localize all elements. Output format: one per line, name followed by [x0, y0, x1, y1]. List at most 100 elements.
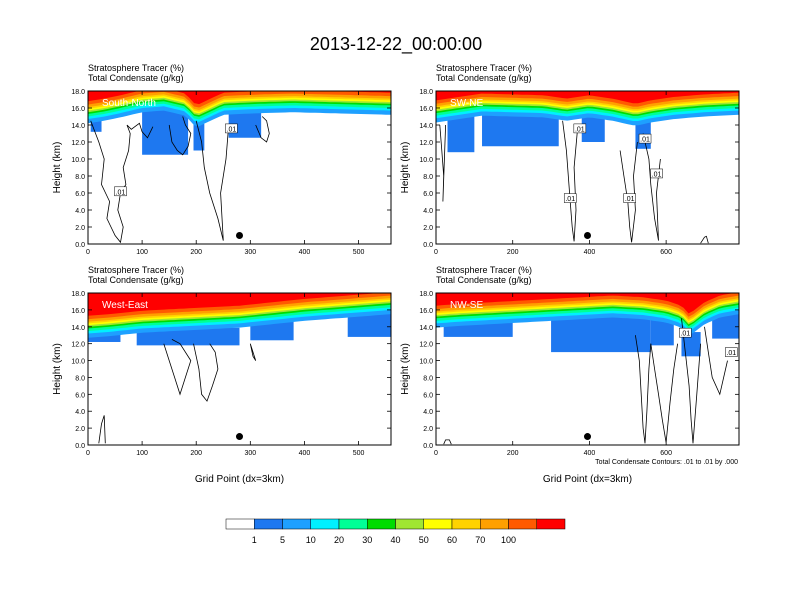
y-tick-label: 6.0	[75, 392, 85, 399]
section-label: SW-NE	[450, 98, 483, 109]
y-tick-label: 8.0	[75, 174, 85, 181]
plot-frame	[435, 292, 740, 446]
location-marker	[584, 232, 591, 239]
colorbar-swatch	[451, 518, 481, 530]
condensate-patch	[581, 115, 605, 142]
condensate-contour	[163, 339, 192, 396]
panel-title-condensate: Total Condensate (g/kg)	[436, 275, 532, 285]
x-tick-label: 600	[660, 450, 672, 457]
x-axis-label: Grid Point (dx=3km)	[195, 474, 284, 485]
contour-label: .01	[640, 137, 650, 144]
contour-label-box	[638, 133, 652, 144]
y-axis-label: Height (km)	[52, 142, 63, 194]
contour-label: .01	[575, 126, 585, 133]
x-tick-label: 200	[190, 249, 202, 256]
condensate-contour	[635, 335, 652, 444]
y-tick-label: 2.0	[423, 426, 433, 433]
plot-area: .01 .01 .01 .01 .01	[436, 91, 739, 244]
contour-label: .01	[116, 189, 126, 196]
colorbar-swatch	[282, 518, 311, 530]
contour-label-box	[650, 168, 663, 179]
y-tick-label: 14.0	[419, 123, 433, 130]
y-tick-label: 18.0	[419, 89, 433, 96]
y-tick-label: 18.0	[71, 291, 85, 298]
y-tick-label: 4.0	[75, 208, 85, 215]
y-tick-label: 8.0	[75, 375, 85, 382]
condensate-patch	[447, 116, 475, 153]
colorbar-swatch	[395, 518, 424, 530]
contour-label-box	[563, 193, 577, 203]
plot-frame	[435, 90, 740, 245]
panel-title-condensate: Total Condensate (g/kg)	[88, 73, 184, 83]
y-tick-label: 16.0	[419, 106, 433, 113]
panel-west-east: Stratosphere Tracer (%) Total Condensate…	[52, 265, 392, 485]
x-tick-label: 600	[660, 249, 672, 256]
panel-title-condensate: Total Condensate (g/kg)	[88, 275, 184, 285]
y-tick-label: 10.0	[71, 359, 85, 366]
condensate-patch	[347, 313, 391, 337]
condensate-contour	[249, 343, 257, 361]
panel-title-tracer: Stratosphere Tracer (%)	[436, 63, 532, 73]
contour-label-box	[225, 123, 238, 134]
x-tick-label: 400	[584, 450, 596, 457]
condensate-contour	[98, 415, 106, 444]
contour-label-box	[114, 186, 127, 197]
colorbar-tick-label: 100	[501, 535, 516, 545]
colorbar-tick-label: 70	[475, 535, 485, 545]
condensate-contour	[255, 116, 270, 143]
y-tick-label: 6.0	[423, 191, 433, 198]
y-tick-label: 10.0	[419, 359, 433, 366]
x-tick-label: 0	[434, 450, 438, 457]
plot-frame	[87, 292, 392, 446]
colorbar-tick-label: 20	[334, 535, 344, 545]
contour-footnote: Total Condensate Contours: .01 to .01 by…	[595, 459, 738, 466]
panel-sw-ne: Stratosphere Tracer (%) Total Condensate…	[400, 63, 740, 256]
colorbar-tick-label: 5	[280, 535, 285, 545]
tracer-band	[88, 91, 391, 110]
y-tick-label: 16.0	[419, 308, 433, 315]
colorbar-tick-label: 10	[306, 535, 316, 545]
contour-label-box	[623, 193, 636, 203]
y-tick-label: 4.0	[423, 409, 433, 416]
colorbar-swatch	[338, 518, 368, 530]
x-tick-label: 0	[86, 450, 90, 457]
colorbar-swatch	[225, 518, 255, 530]
x-tick-label: 300	[244, 450, 256, 457]
section-label: West-East	[102, 300, 148, 311]
contour-label: .01	[726, 350, 736, 357]
x-tick-label: 100	[136, 450, 148, 457]
y-tick-label: 14.0	[419, 325, 433, 332]
condensate-contour	[650, 343, 678, 443]
y-tick-label: 0.0	[423, 443, 433, 450]
plot-area: .01 .01	[88, 91, 391, 244]
colorbar-swatch	[367, 518, 396, 530]
y-tick-label: 12.0	[419, 342, 433, 349]
y-tick-label: 4.0	[75, 409, 85, 416]
colorbar-swatch	[480, 518, 509, 530]
contour-label: .01	[652, 171, 662, 178]
y-tick-label: 12.0	[419, 140, 433, 147]
x-tick-label: 400	[584, 249, 596, 256]
y-axis-label: Height (km)	[400, 343, 411, 395]
x-tick-label: 100	[136, 249, 148, 256]
tracer-band	[88, 293, 391, 316]
figure-title: 2013-12-22_00:00:00	[310, 34, 482, 55]
colorbar-swatch	[508, 518, 537, 530]
x-tick-label: 0	[86, 249, 90, 256]
condensate-contour	[619, 141, 638, 243]
condensate-contour	[439, 124, 446, 202]
condensate-patch	[142, 108, 189, 155]
condensate-patch	[443, 322, 513, 337]
x-tick-label: 200	[507, 450, 519, 457]
condensate-contour	[195, 120, 230, 241]
condensate-contour	[562, 120, 579, 242]
panel-title-condensate: Total Condensate (g/kg)	[436, 73, 532, 83]
y-axis-label: Height (km)	[400, 142, 411, 194]
x-tick-label: 400	[299, 450, 311, 457]
panel-title-tracer: Stratosphere Tracer (%)	[88, 63, 184, 73]
x-tick-label: 500	[353, 249, 365, 256]
y-tick-label: 8.0	[423, 174, 433, 181]
condensate-contour	[700, 235, 709, 244]
condensate-patch	[90, 119, 102, 132]
y-tick-label: 8.0	[423, 375, 433, 382]
